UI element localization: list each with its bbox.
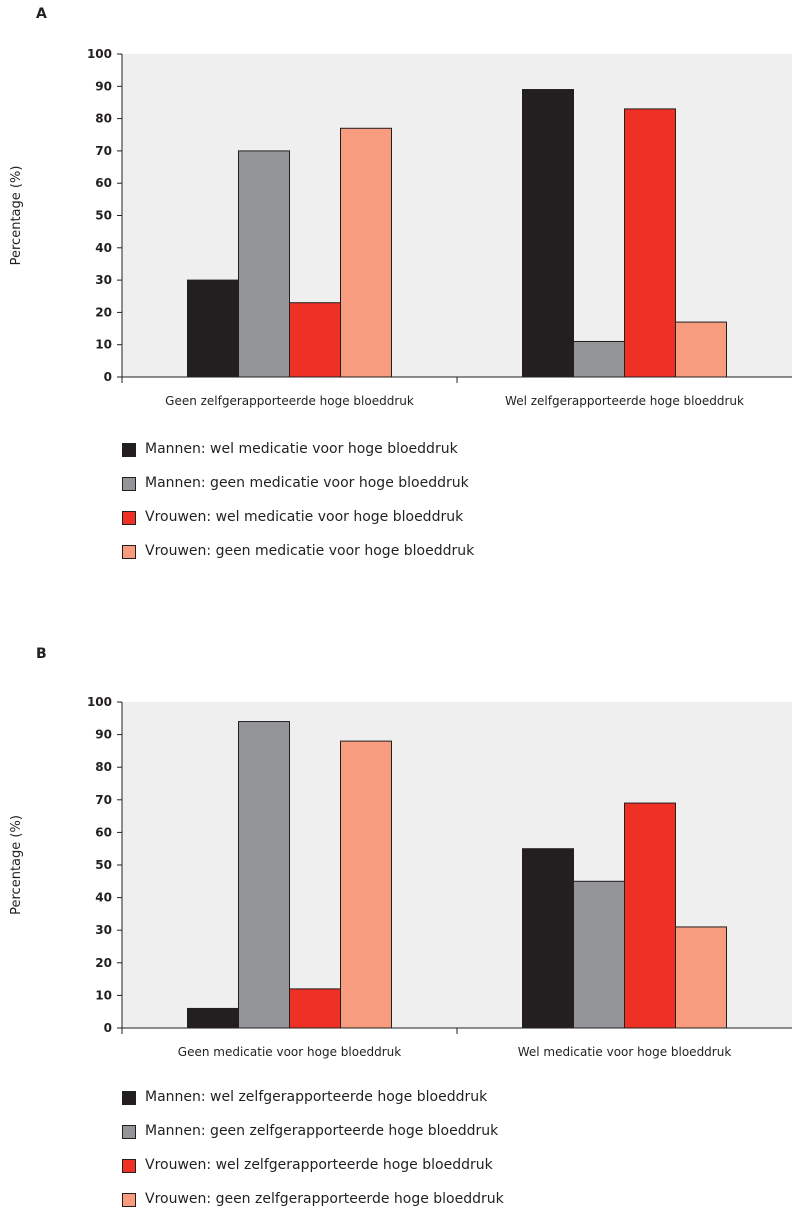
panel-label-a: A: [36, 6, 47, 22]
y-tick-label: 50: [95, 858, 112, 872]
y-tick-label: 80: [95, 760, 112, 774]
legend-item: Vrouwen: wel zelfgerapporteerde hoge blo…: [122, 1157, 504, 1191]
legend-b: Mannen: wel zelfgerapporteerde hoge bloe…: [122, 1089, 504, 1225]
y-tick-label: 30: [95, 273, 112, 287]
bar: [289, 302, 341, 378]
legend-swatch: [122, 1125, 136, 1139]
y-tick-label: 20: [95, 305, 112, 319]
bar: [624, 802, 676, 1029]
legend-label: Vrouwen: wel medicatie voor hoge bloeddr…: [145, 509, 464, 525]
legend-label: Mannen: wel zelfgerapporteerde hoge bloe…: [145, 1089, 488, 1105]
bar-chart-b: 0 10 20 30 40 50 60 70 80 90 100 Geen medicatie voo…: [9, 695, 792, 1059]
x-category-label: Wel zelfgerapporteerde hoge bloeddruk: [505, 394, 744, 408]
y-tick-label: 0: [104, 370, 112, 384]
y-tick-label: 20: [95, 956, 112, 970]
x-category-label: Geen medicatie voor hoge bloeddruk: [178, 1045, 401, 1059]
y-tick-label: 40: [95, 891, 112, 905]
y-tick-label: 70: [95, 144, 112, 158]
legend-swatch: [122, 443, 136, 457]
bar: [675, 321, 727, 378]
bar-chart-a: 0 10 20 30 40 50 60 70 80 90 100 Geen zelfgerapport…: [9, 47, 792, 408]
y-tick-label: 70: [95, 793, 112, 807]
chart-panel-b: 0 10 20 30 40 50 60 70 80 90 100 Geen medicatie voo…: [0, 640, 792, 1211]
y-tick-label: 50: [95, 209, 112, 223]
legend-label: Mannen: wel medicatie voor hoge bloeddru…: [145, 441, 458, 457]
legend-label: Vrouwen: wel zelfgerapporteerde hoge blo…: [145, 1157, 493, 1173]
y-tick-label: 100: [87, 695, 112, 709]
y-tick-label: 40: [95, 241, 112, 255]
bar: [238, 150, 290, 378]
y-tick-label: 60: [95, 825, 112, 839]
bar: [624, 108, 676, 378]
bar: [340, 127, 392, 378]
legend-item: Mannen: geen medicatie voor hoge bloeddr…: [122, 475, 474, 509]
bar: [522, 89, 574, 378]
legend-label: Mannen: geen zelfgerapporteerde hoge blo…: [145, 1123, 499, 1139]
bar: [573, 340, 625, 378]
y-tick-label: 10: [95, 338, 112, 352]
legend-item: Mannen: wel zelfgerapporteerde hoge bloe…: [122, 1089, 504, 1123]
y-axis-label: Percentage (%): [9, 166, 24, 266]
y-tick-label: 80: [95, 112, 112, 126]
legend-item: Vrouwen: wel medicatie voor hoge bloeddr…: [122, 509, 474, 543]
legend-label: Vrouwen: geen medicatie voor hoge bloedd…: [145, 543, 475, 559]
bar: [340, 740, 392, 1029]
legend-item: Vrouwen: geen medicatie voor hoge bloedd…: [122, 543, 474, 577]
y-tick-label: 30: [95, 923, 112, 937]
y-tick-label: 100: [87, 47, 112, 61]
bar: [675, 926, 727, 1029]
legend-item: Mannen: wel medicatie voor hoge bloeddru…: [122, 441, 474, 475]
legend-swatch: [122, 477, 136, 491]
legend-label: Mannen: geen medicatie voor hoge bloeddr…: [145, 475, 469, 491]
legend-swatch: [122, 1091, 136, 1105]
y-tick-label: 10: [95, 988, 112, 1002]
bar: [573, 880, 625, 1029]
x-category-label: Wel medicatie voor hoge bloeddruk: [518, 1045, 732, 1059]
legend-item: Vrouwen: geen zelfgerapporteerde hoge bl…: [122, 1191, 504, 1225]
legend-item: Mannen: geen zelfgerapporteerde hoge blo…: [122, 1123, 504, 1157]
legend-label: Vrouwen: geen zelfgerapporteerde hoge bl…: [145, 1191, 504, 1207]
y-tick-label: 0: [104, 1021, 112, 1035]
y-tick-label: 60: [95, 176, 112, 190]
y-tick-label: 90: [95, 728, 112, 742]
legend-swatch: [122, 1159, 136, 1173]
chart-panel-a: 0 10 20 30 40 50 60 70 80 90 100 Geen zelfgerapport…: [0, 0, 792, 600]
legend-swatch: [122, 511, 136, 525]
bar: [289, 988, 341, 1029]
bar: [522, 848, 574, 1029]
legend-swatch: [122, 545, 136, 559]
bar: [187, 1007, 239, 1029]
bar: [238, 721, 290, 1029]
y-axis-label: Percentage (%): [9, 815, 24, 915]
panel-label-b: B: [36, 646, 47, 662]
y-tick-label: 90: [95, 79, 112, 93]
legend-a: Mannen: wel medicatie voor hoge bloeddru…: [122, 441, 474, 577]
legend-swatch: [122, 1193, 136, 1207]
x-category-label: Geen zelfgerapporteerde hoge bloeddruk: [165, 394, 414, 408]
bar: [187, 279, 239, 378]
